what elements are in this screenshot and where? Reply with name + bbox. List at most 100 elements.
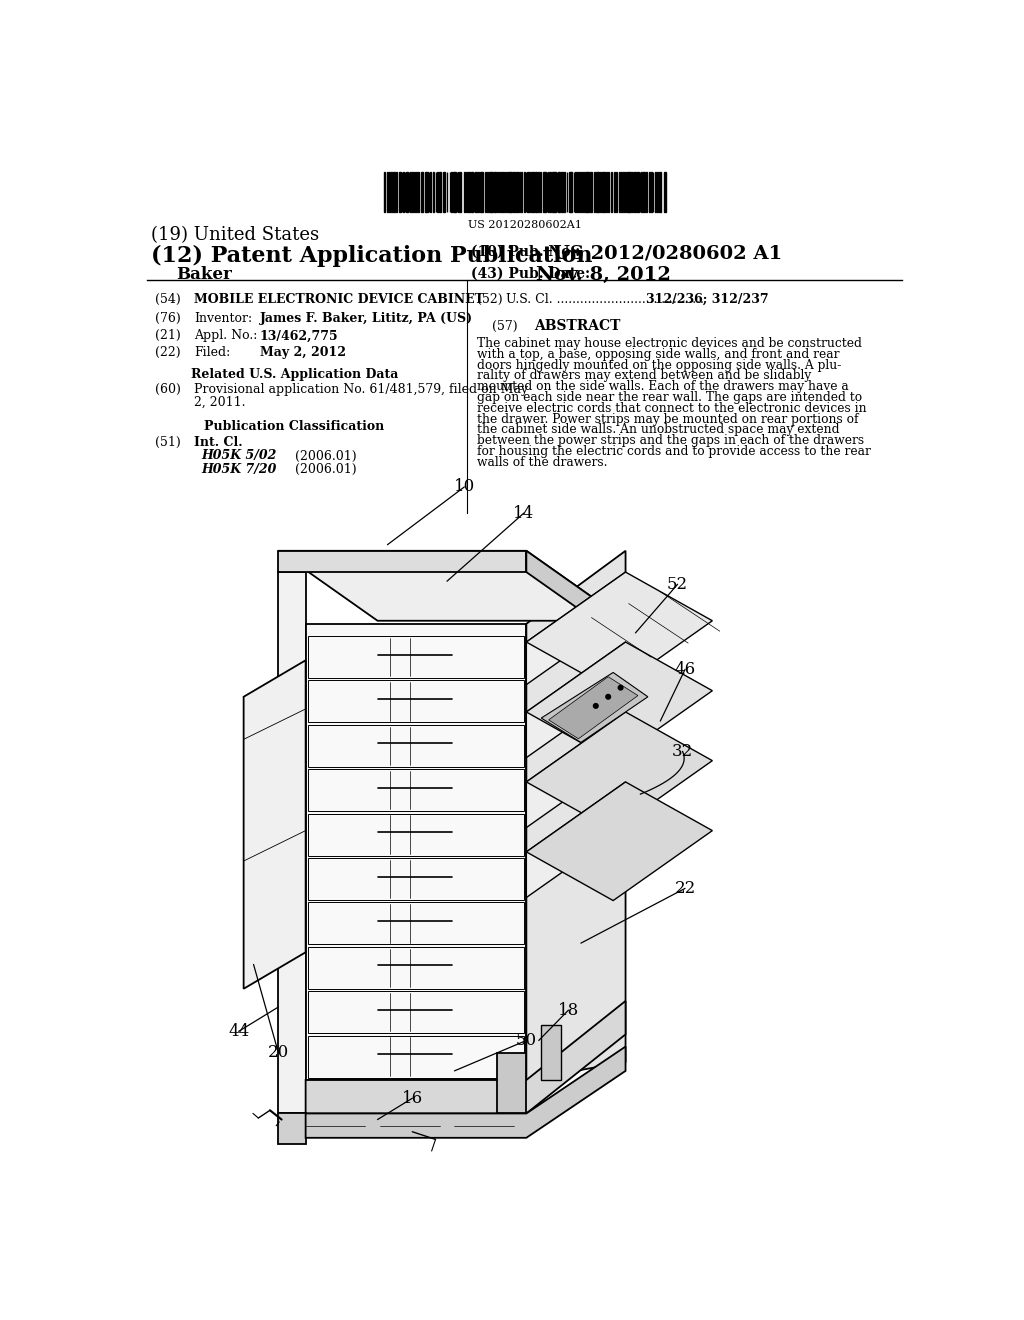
Bar	[468, 173, 470, 213]
Text: 32: 32	[672, 743, 693, 760]
Bar	[554, 173, 556, 213]
Bar	[455, 173, 456, 213]
Bar	[513, 173, 515, 213]
Bar	[664, 173, 666, 213]
Text: (60): (60)	[155, 383, 181, 396]
Text: Baker: Baker	[176, 267, 231, 284]
Polygon shape	[526, 711, 713, 830]
Text: U.S. Cl. ......................................: U.S. Cl. ...............................…	[506, 293, 705, 306]
Text: H05K 5/02: H05K 5/02	[202, 449, 278, 462]
Text: 44: 44	[228, 1023, 249, 1040]
Text: (21): (21)	[155, 330, 181, 342]
Bar	[596, 173, 598, 213]
Polygon shape	[526, 711, 626, 828]
Polygon shape	[549, 677, 638, 739]
Polygon shape	[526, 642, 626, 758]
Bar	[649, 173, 650, 213]
Bar	[643, 173, 645, 213]
Text: (57): (57)	[493, 321, 518, 333]
Polygon shape	[244, 660, 305, 989]
Bar	[607, 173, 609, 213]
Bar	[634, 173, 636, 213]
Text: (10) Pub. No.:: (10) Pub. No.:	[471, 244, 580, 259]
Bar	[630, 173, 631, 213]
Bar	[489, 173, 490, 213]
Text: 20: 20	[267, 1044, 289, 1061]
Text: 13/462,775: 13/462,775	[260, 330, 338, 342]
Polygon shape	[308, 725, 524, 767]
Polygon shape	[308, 770, 524, 812]
Bar	[544, 173, 546, 213]
Bar	[518, 173, 520, 213]
Bar	[471, 173, 473, 213]
Text: Int. Cl.: Int. Cl.	[194, 436, 243, 449]
Text: MOBILE ELECTRONIC DEVICE CABINET: MOBILE ELECTRONIC DEVICE CABINET	[194, 293, 483, 306]
Text: May 2, 2012: May 2, 2012	[260, 346, 346, 359]
Text: (22): (22)	[155, 346, 181, 359]
Text: (2006.01): (2006.01)	[295, 463, 356, 477]
Bar	[550, 173, 551, 213]
Polygon shape	[279, 1114, 305, 1144]
Text: Filed:: Filed:	[194, 346, 230, 359]
Bar	[637, 173, 639, 213]
Bar	[464, 173, 465, 213]
Text: H05K 7/20: H05K 7/20	[202, 463, 278, 477]
Text: Nov. 8, 2012: Nov. 8, 2012	[536, 267, 671, 284]
Bar	[399, 173, 400, 213]
Bar	[516, 173, 518, 213]
Bar	[558, 173, 560, 213]
Bar	[481, 173, 483, 213]
Text: The cabinet may house electronic devices and be constructed: The cabinet may house electronic devices…	[477, 337, 861, 350]
Bar	[614, 173, 615, 213]
Text: gap on each side near the rear wall. The gaps are intended to: gap on each side near the rear wall. The…	[477, 391, 862, 404]
Bar	[484, 173, 486, 213]
Polygon shape	[526, 550, 626, 1080]
Text: between the power strips and the gaps in each of the drawers: between the power strips and the gaps in…	[477, 434, 864, 447]
Polygon shape	[279, 550, 626, 620]
Polygon shape	[308, 1036, 524, 1077]
Bar	[658, 173, 662, 213]
Text: ABSTRACT: ABSTRACT	[535, 318, 621, 333]
Bar	[426, 173, 428, 213]
Text: the drawer. Power strips may be mounted on rear portions of: the drawer. Power strips may be mounted …	[477, 412, 858, 425]
Bar	[521, 173, 522, 213]
Text: 312/236; 312/237: 312/236; 312/237	[646, 293, 768, 306]
Text: 14: 14	[513, 504, 535, 521]
Bar	[583, 173, 585, 213]
Text: 50: 50	[516, 1032, 537, 1049]
Text: rality of drawers may extend between and be slidably: rality of drawers may extend between and…	[477, 370, 811, 383]
Polygon shape	[308, 636, 524, 678]
Polygon shape	[308, 903, 524, 944]
Polygon shape	[308, 680, 524, 722]
Text: walls of the drawers.: walls of the drawers.	[477, 455, 607, 469]
Text: doors hingedly mounted on the opposing side walls. A plu-: doors hingedly mounted on the opposing s…	[477, 359, 841, 372]
Text: (43) Pub. Date:: (43) Pub. Date:	[471, 267, 590, 280]
Text: (54): (54)	[155, 293, 181, 306]
Polygon shape	[305, 624, 526, 1080]
Bar	[646, 173, 647, 213]
Polygon shape	[526, 550, 626, 642]
Bar	[438, 173, 441, 213]
Text: James F. Baker, Lititz, PA (US): James F. Baker, Lititz, PA (US)	[260, 313, 473, 326]
Polygon shape	[526, 781, 626, 898]
Text: 18: 18	[558, 1002, 580, 1019]
Bar	[569, 173, 570, 213]
Polygon shape	[497, 1052, 526, 1114]
Polygon shape	[308, 991, 524, 1034]
Polygon shape	[308, 946, 524, 989]
Text: (2006.01): (2006.01)	[295, 449, 356, 462]
Polygon shape	[308, 858, 524, 900]
Text: (76): (76)	[155, 313, 181, 326]
Text: Appl. No.:: Appl. No.:	[194, 330, 257, 342]
Text: the cabinet side walls. An unobstructed space may extend: the cabinet side walls. An unobstructed …	[477, 424, 840, 437]
Text: Related U.S. Application Data: Related U.S. Application Data	[190, 368, 398, 381]
Text: (51): (51)	[155, 436, 181, 449]
Text: for housing the electric cords and to provide access to the rear: for housing the electric cords and to pr…	[477, 445, 870, 458]
Bar	[527, 173, 528, 213]
Text: 10: 10	[454, 478, 475, 495]
Text: (52): (52)	[477, 293, 503, 306]
Text: Provisional application No. 61/481,579, filed on May: Provisional application No. 61/481,579, …	[194, 383, 528, 396]
Bar	[393, 173, 394, 213]
Bar	[416, 173, 417, 213]
Bar	[475, 173, 477, 213]
